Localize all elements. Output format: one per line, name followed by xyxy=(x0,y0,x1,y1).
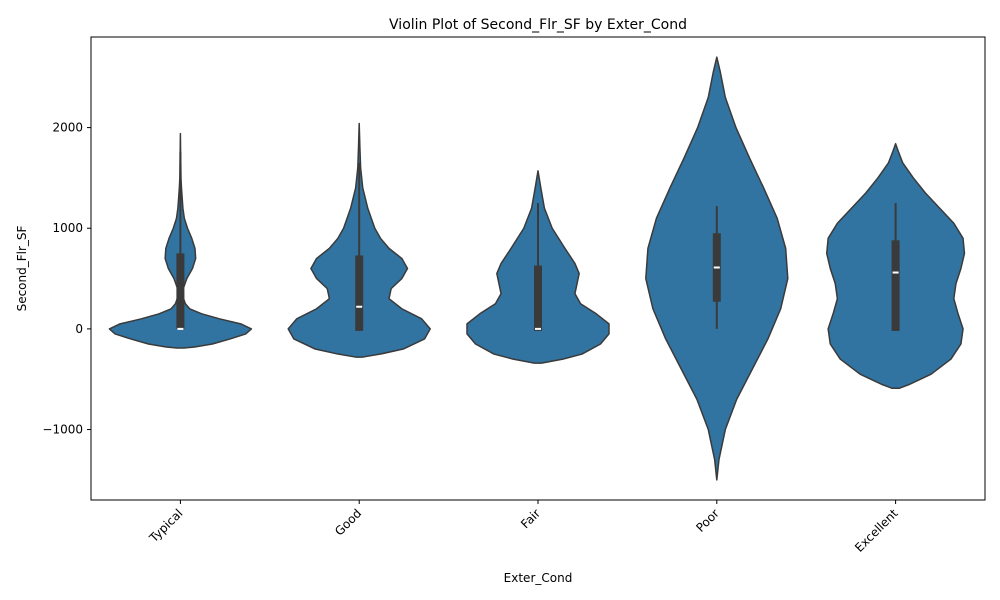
x-tick-label-poor: Poor xyxy=(693,506,722,535)
y-tick-label: 0 xyxy=(75,322,83,336)
x-axis-label: Exter_Cond xyxy=(504,571,573,585)
chart-title: Violin Plot of Second_Flr_SF by Exter_Co… xyxy=(389,17,687,33)
iqr-box-fair xyxy=(534,265,542,331)
y-axis: −1000 0 1000 2000 xyxy=(42,121,91,437)
violin-fair xyxy=(466,170,610,364)
iqr-box-typical xyxy=(176,253,185,329)
iqr-box-excellent xyxy=(891,240,900,331)
x-tick-label-excellent: Excellent xyxy=(852,506,901,555)
y-axis-label: Second_Flr_SF xyxy=(15,225,29,311)
y-tick-label: −1000 xyxy=(42,423,83,437)
violin-excellent xyxy=(825,142,966,390)
x-tick-label-typical: Typical xyxy=(146,506,185,545)
x-tick-label-good: Good xyxy=(332,506,364,538)
violin-typical xyxy=(108,132,253,349)
violin-good xyxy=(287,122,431,358)
iqr-box-good xyxy=(355,255,364,331)
y-tick-label: 2000 xyxy=(52,121,83,135)
violin-poor xyxy=(645,56,789,481)
x-axis: Typical Good Fair Poor Excellent xyxy=(146,500,901,555)
x-tick-label-fair: Fair xyxy=(518,506,543,531)
plot-area xyxy=(108,56,966,481)
y-tick-label: 1000 xyxy=(52,221,83,235)
